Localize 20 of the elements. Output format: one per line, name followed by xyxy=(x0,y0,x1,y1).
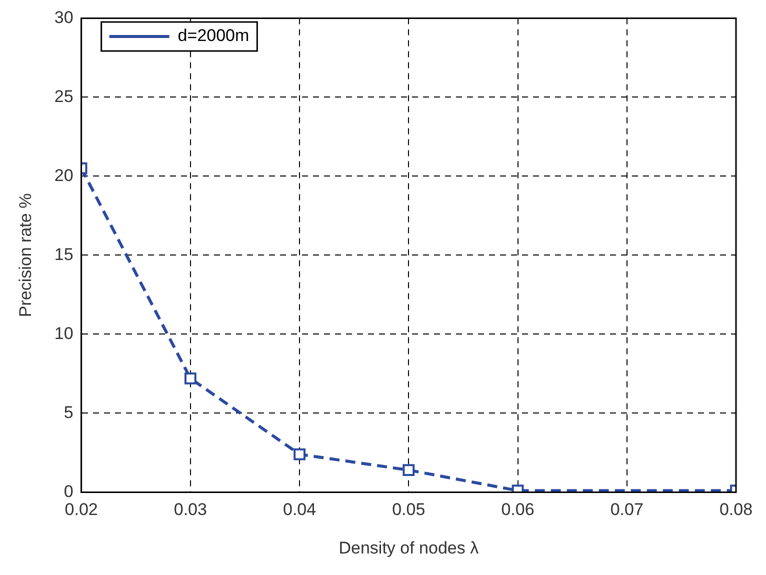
legend-label: d=2000m xyxy=(178,26,250,46)
y-tick-label: 0 xyxy=(64,482,74,501)
y-tick-label: 10 xyxy=(54,324,74,343)
x-axis-title: Density of nodes λ xyxy=(338,538,480,558)
y-axis-title: Precision rate % xyxy=(16,193,35,318)
x-tick-label: 0.02 xyxy=(64,500,98,520)
y-tick-label: 25 xyxy=(54,86,74,106)
x-tick-label: 0.07 xyxy=(610,500,644,520)
point xyxy=(294,448,306,460)
point xyxy=(184,372,196,384)
x-tick-label: 0.05 xyxy=(392,500,426,520)
point xyxy=(402,464,415,476)
y-tick-label: 15 xyxy=(54,244,74,264)
x-tick-label: 0.03 xyxy=(174,500,207,520)
x-tick-label: 0.06 xyxy=(501,500,534,520)
y-tick-label: 5 xyxy=(64,402,74,422)
x-tick-label: 0.08 xyxy=(719,500,753,520)
y-tick-label: 20 xyxy=(54,166,74,185)
x-tick-label: 0.04 xyxy=(282,500,316,520)
y-tick-label: 30 xyxy=(54,8,74,27)
